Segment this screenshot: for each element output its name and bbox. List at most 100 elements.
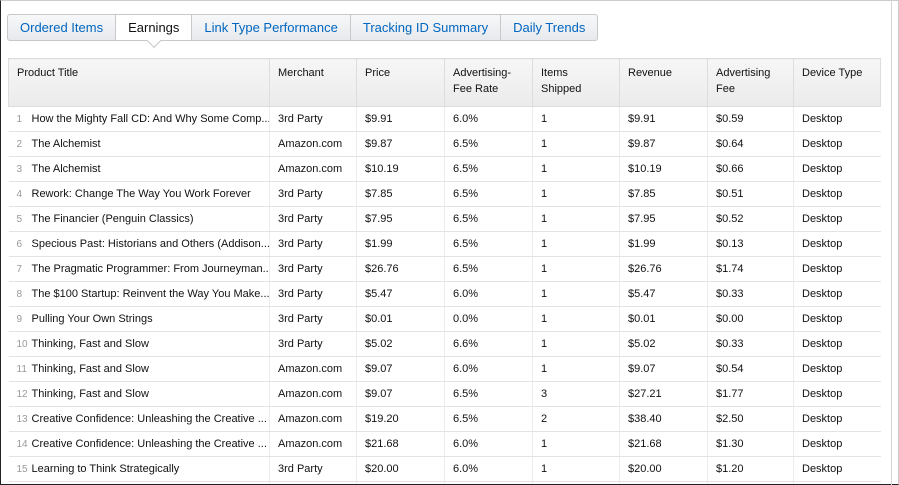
table-cell: $9.07 — [619, 356, 708, 382]
table-cell: $1.74 — [707, 256, 794, 282]
table-cell: Amazon.com — [269, 381, 357, 407]
product-title: Learning to Think Strategically — [31, 463, 180, 475]
table-row: 12 Thinking, Fast and Slow Amazon.com $9.07… — [8, 381, 881, 407]
table-cell: $26.76 — [356, 256, 445, 282]
table-cell: 6.6% — [444, 331, 533, 357]
row-number: 13 — [16, 414, 28, 425]
row-number: 8 — [16, 289, 23, 300]
product-cell: 9 Pulling Your Own Strings — [8, 306, 270, 332]
product-cell: 6 Specious Past: Historians and Others (A… — [8, 231, 270, 257]
table-cell: $5.02 — [619, 331, 708, 357]
table-cell: $1.77 — [707, 381, 794, 407]
table-row: 2 The Alchemist Amazon.com $9.87 6.5% 1 $9.87 $… — [8, 131, 881, 157]
table-cell: 3rd Party — [269, 306, 357, 332]
product-cell: 2 The Alchemist — [8, 131, 270, 157]
table-cell: Desktop — [793, 356, 881, 382]
divider — [891, 0, 892, 485]
table-cell: 6.0% — [444, 456, 533, 482]
table-cell: $0.51 — [707, 181, 794, 207]
table-cell: $38.40 — [619, 406, 708, 432]
table-cell: $9.87 — [356, 131, 445, 157]
product-cell: 14 Creative Confidence: Unleashing the Cr… — [8, 431, 270, 457]
table-cell: Desktop — [793, 331, 881, 357]
column-header[interactable]: Product Title — [8, 58, 270, 107]
empty-cell — [793, 481, 881, 484]
table-cell: 6.5% — [444, 256, 533, 282]
tab[interactable]: Earnings — [116, 14, 193, 41]
product-title: Rework: Change The Way You Work Forever — [31, 188, 251, 200]
table-cell: 1 — [532, 306, 620, 332]
product-title: Thinking, Fast and Slow — [31, 338, 149, 350]
table-cell: $9.07 — [356, 381, 445, 407]
column-header[interactable]: Items Shipped — [532, 58, 620, 107]
table-cell: Desktop — [793, 131, 881, 157]
tab[interactable]: Tracking ID Summary — [350, 14, 502, 41]
table-cell: 6.5% — [444, 181, 533, 207]
table-cell: $0.64 — [707, 131, 794, 157]
table-cell: Desktop — [793, 106, 881, 132]
table-cell: Desktop — [793, 256, 881, 282]
empty-cell — [356, 481, 445, 484]
table-cell: 6.5% — [444, 131, 533, 157]
column-header[interactable]: Merchant — [269, 58, 357, 107]
table-cell: Amazon.com — [269, 431, 357, 457]
product-title: The Alchemist — [31, 163, 101, 175]
tab[interactable]: Ordered Items — [7, 14, 117, 41]
table-cell: 6.5% — [444, 381, 533, 407]
product-cell: 7 The Pragmatic Programmer: From Journeym… — [8, 256, 270, 282]
header-row: Product Title Merchant Price Advertising-Fe… — [8, 58, 881, 107]
table-row: 1 How the Mighty Fall CD: And Why Some Co… — [8, 106, 881, 132]
product-cell: 15 Learning to Think Strategically — [8, 456, 270, 482]
empty-cell — [444, 481, 533, 484]
product-cell: 1 How the Mighty Fall CD: And Why Some Co… — [8, 106, 270, 132]
table-cell: 1 — [532, 256, 620, 282]
product-cell: 4 Rework: Change The Way You Work Forever — [8, 181, 270, 207]
table-cell: $7.95 — [356, 206, 445, 232]
table-row: 8 The $100 Startup: Reinvent the Way You … — [8, 281, 881, 307]
table-cell: $0.33 — [707, 281, 794, 307]
column-header[interactable]: Price — [356, 58, 445, 107]
tab[interactable]: Link Type Performance — [192, 14, 351, 41]
product-cell: 3 The Alchemist — [8, 156, 270, 182]
column-header[interactable]: Advertising Fee — [707, 58, 794, 107]
table-cell: $10.19 — [356, 156, 445, 182]
column-header[interactable]: Advertising-Fee Rate — [444, 58, 533, 107]
table-cell: $7.85 — [619, 181, 708, 207]
table-cell: 3rd Party — [269, 181, 357, 207]
table-cell: $9.07 — [356, 356, 445, 382]
product-title: The Alchemist — [31, 138, 101, 150]
row-number: 12 — [16, 389, 28, 400]
table-cell: 6.0% — [444, 356, 533, 382]
row-number: 9 — [16, 314, 23, 325]
table-cell: $9.91 — [619, 106, 708, 132]
table-cell: $20.00 — [356, 456, 445, 482]
table-cell: Desktop — [793, 231, 881, 257]
table-cell: $26.76 — [619, 256, 708, 282]
row-number: 7 — [16, 264, 23, 275]
row-number: 6 — [16, 239, 23, 250]
table-row: 3 The Alchemist Amazon.com $10.19 6.5% 1 $10.1… — [8, 156, 881, 182]
table-row: 4 Rework: Change The Way You Work Forever… — [8, 181, 881, 207]
table-cell: 6.0% — [444, 281, 533, 307]
table-cell: $0.52 — [707, 206, 794, 232]
table-row: 13 Creative Confidence: Unleashing the Cr… — [8, 406, 881, 432]
table-cell: $1.99 — [356, 231, 445, 257]
table-cell: $5.47 — [619, 281, 708, 307]
table-cell: $9.91 — [356, 106, 445, 132]
table-row: 11 Thinking, Fast and Slow Amazon.com $9.07… — [8, 356, 881, 382]
empty-cell — [8, 481, 270, 484]
product-cell: 12 Thinking, Fast and Slow — [8, 381, 270, 407]
table-cell: $1.99 — [619, 231, 708, 257]
table-cell: Amazon.com — [269, 131, 357, 157]
table-cell: 1 — [532, 281, 620, 307]
column-header[interactable]: Device Type — [793, 58, 881, 107]
table-cell: 3rd Party — [269, 106, 357, 132]
column-header[interactable]: Revenue — [619, 58, 708, 107]
table-cell: $0.54 — [707, 356, 794, 382]
tab[interactable]: Daily Trends — [501, 14, 599, 41]
product-title: Creative Confidence: Unleashing the Crea… — [31, 413, 267, 425]
table-cell: 6.5% — [444, 156, 533, 182]
row-number: 11 — [16, 364, 27, 375]
row-number: 5 — [16, 214, 23, 225]
